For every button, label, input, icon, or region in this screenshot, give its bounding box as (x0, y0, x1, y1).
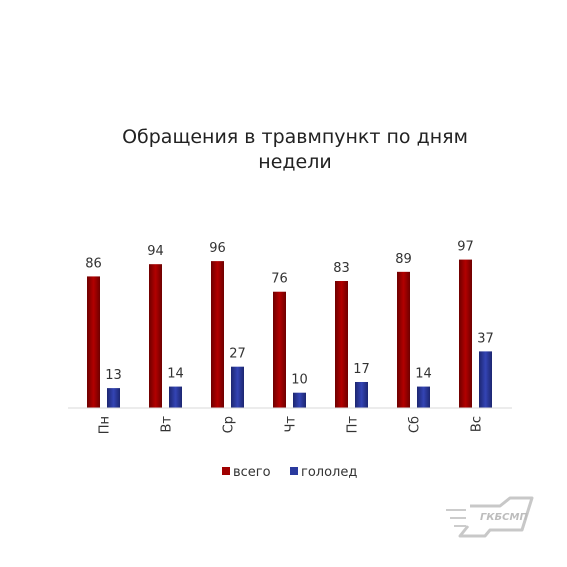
bar-Вт-series-0 (149, 264, 162, 408)
x-tick-label-Чт: Чт (284, 416, 299, 433)
chart-title-line-1: Обращения в травмпункт по дням (122, 126, 468, 148)
x-tick-label-Вс: Вс (470, 416, 485, 432)
value-label-Вт-series-0: 94 (147, 244, 164, 259)
x-tick-label-Вт: Вт (160, 416, 175, 433)
value-label-Пт-series-1: 17 (353, 362, 370, 377)
value-label-Вс-series-0: 97 (457, 240, 474, 255)
bar-Вт-series-1 (169, 386, 182, 408)
bar-Чт-series-1 (293, 392, 306, 408)
chart-title-line-2: недели (258, 151, 331, 173)
legend-swatch-vsego (222, 467, 230, 475)
bar-Пт-series-1 (355, 381, 368, 408)
bar-Вс-series-1 (479, 351, 492, 408)
bar-Ср-series-0 (211, 261, 224, 408)
bar-Чт-series-0 (273, 291, 286, 408)
x-axis-tick-labels: Пн Вт Ср Чт Пт Сб Вс (98, 416, 485, 435)
value-label-Сб-series-0: 89 (395, 252, 412, 267)
value-label-Чт-series-1: 10 (291, 373, 308, 388)
bar-Пн-series-1 (107, 388, 120, 408)
value-label-Чт-series-0: 76 (271, 272, 288, 287)
bar-Ср-series-1 (231, 366, 244, 408)
value-label-Пн-series-1: 13 (105, 368, 122, 383)
chart-bars (87, 259, 492, 408)
legend: всего гололед (222, 465, 357, 480)
x-tick-label-Пн: Пн (98, 416, 113, 434)
gkbsmp-logo: ГКБСМП (446, 496, 534, 538)
bar-Пт-series-0 (335, 281, 348, 408)
value-label-Пн-series-0: 86 (85, 256, 102, 271)
bar-Пн-series-0 (87, 276, 100, 408)
bar-Сб-series-1 (417, 386, 430, 408)
bar-Сб-series-0 (397, 271, 410, 408)
chart-value-labels: 86 13 94 14 96 27 76 10 83 17 89 14 97 37 (85, 240, 494, 388)
x-tick-label-Ср: Ср (222, 416, 237, 433)
x-tick-label-Сб: Сб (408, 416, 423, 433)
value-label-Сб-series-1: 14 (415, 367, 432, 382)
value-label-Вс-series-1: 37 (477, 331, 494, 346)
logo-text: ГКБСМП (480, 512, 528, 523)
value-label-Ср-series-0: 96 (209, 241, 226, 256)
x-tick-label-Пт: Пт (346, 416, 361, 434)
value-label-Ср-series-1: 27 (229, 347, 246, 362)
legend-label-gololed: гололед (301, 465, 357, 480)
legend-label-vsego: всего (233, 465, 271, 480)
value-label-Вт-series-1: 14 (167, 367, 184, 382)
value-label-Пт-series-0: 83 (333, 261, 350, 276)
bar-Вс-series-0 (459, 259, 472, 408)
legend-swatch-gololed (290, 467, 298, 475)
